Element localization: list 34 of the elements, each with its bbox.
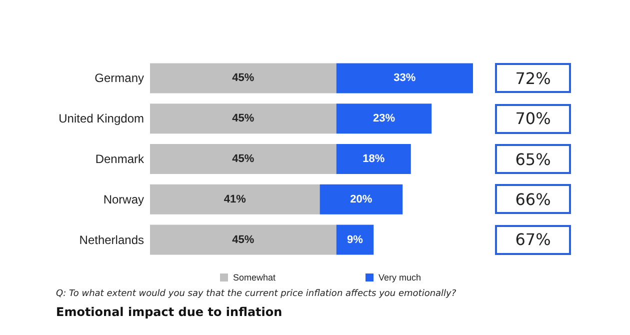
value-box: 70% xyxy=(495,104,571,134)
data-label: 45% xyxy=(232,72,254,84)
data-label: 9% xyxy=(347,234,364,246)
data-label: 41% xyxy=(224,193,246,206)
data-label: 45% xyxy=(232,234,254,246)
bar xyxy=(150,144,336,174)
value-box: 66% xyxy=(495,184,571,214)
value-box: 67% xyxy=(495,224,571,255)
text: Q: To what extent would you say that the current price inflation affects you emotionally? xyxy=(56,289,456,299)
data-label: 20% xyxy=(350,193,372,206)
y-tick-label: Germany xyxy=(94,71,144,86)
y-tick-label: Norway xyxy=(103,192,144,206)
data-label: 18% xyxy=(362,153,385,165)
text: Emotional impact due to inflation xyxy=(56,305,282,319)
data-label: 33% xyxy=(394,72,416,84)
bar xyxy=(150,224,336,255)
data-label: 45% xyxy=(232,112,254,125)
data-label: 23% xyxy=(372,112,396,125)
bar xyxy=(336,224,374,255)
bar xyxy=(336,63,473,94)
y-tick-label: Netherlands xyxy=(79,232,144,247)
bar xyxy=(336,144,411,174)
y-tick-label: United Kingdom xyxy=(58,112,144,126)
bar xyxy=(150,63,336,94)
data-label: 45% xyxy=(232,153,254,165)
y-tick-label: Denmark xyxy=(95,152,145,166)
bar xyxy=(320,184,403,214)
legend-label: Very much xyxy=(378,272,422,282)
bar xyxy=(336,104,432,134)
bar xyxy=(150,184,320,214)
value-box: 65% xyxy=(495,144,571,174)
bar xyxy=(150,104,336,134)
legend-label: Somewhat xyxy=(233,272,276,282)
value-box: 72% xyxy=(495,63,571,94)
